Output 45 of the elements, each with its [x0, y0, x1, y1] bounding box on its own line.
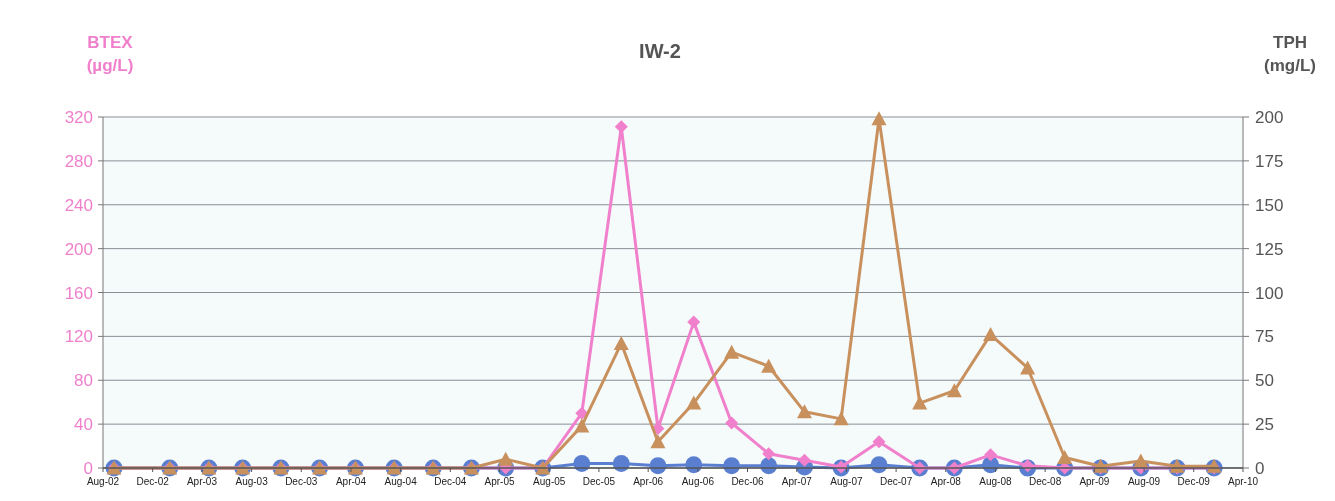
- x-tick-label: Apr-04: [335, 476, 367, 487]
- x-tick-label: Apr-03: [186, 476, 218, 487]
- y-axis-title: BTEX (µg/L): [86, 33, 134, 75]
- y-tick-label: 320: [64, 108, 93, 127]
- y-tick-label: 200: [64, 239, 93, 259]
- y2-tick-label: 125: [1255, 239, 1284, 259]
- y2-axis-title: TPH (mg/L): [1264, 33, 1316, 75]
- x-tick-label: Dec-06: [731, 476, 765, 487]
- x-tick-label: Aug-09: [1127, 476, 1161, 487]
- y2-tick-label: 75: [1255, 327, 1274, 347]
- x-tick-label: Aug-05: [533, 476, 566, 487]
- y-tick-label: 240: [64, 195, 93, 215]
- y2-tick-label: 25: [1255, 415, 1274, 435]
- x-tick-label: Dec-05: [582, 476, 616, 487]
- x-tick-label: Dec-09: [1177, 476, 1211, 487]
- x-tick-label: Dec-03: [285, 476, 318, 487]
- x-tick-label: Dec-04: [434, 476, 467, 487]
- y-tick-label: 40: [74, 415, 93, 435]
- y-tick-label: 280: [64, 151, 93, 171]
- x-tick-label: Aug-03: [235, 476, 269, 487]
- x-tick-label: Aug-06: [681, 476, 715, 487]
- x-tick-label: Aug-08: [979, 476, 1013, 487]
- x-tick-label: Dec-07: [879, 476, 913, 487]
- y2-tick-label: 100: [1255, 283, 1284, 303]
- y-tick-label: 120: [64, 327, 93, 347]
- x-tick-label: Apr-10: [1227, 476, 1259, 487]
- y2-tick-label: 150: [1255, 195, 1284, 215]
- x-tick-label: Aug-02: [86, 476, 120, 487]
- x-tick-label: Apr-08: [930, 476, 962, 487]
- x-tick-label: Apr-05: [484, 476, 515, 487]
- y2-tick-label: 200: [1255, 108, 1284, 127]
- y2-tick-label: 50: [1255, 371, 1274, 391]
- y-tick-label: 80: [74, 371, 93, 391]
- x-tick-label: Dec-02: [136, 476, 170, 487]
- x-tick-label: Apr-09: [1079, 476, 1110, 487]
- y-tick-label: 0: [83, 459, 93, 478]
- x-tick-label: Dec-08: [1029, 476, 1062, 487]
- y2-tick-label: 0: [1255, 459, 1265, 478]
- x-tick-label: Aug-04: [384, 476, 418, 487]
- y2-tick-label: 175: [1255, 151, 1284, 171]
- x-tick-label: Apr-06: [633, 476, 664, 487]
- y-tick-label: 160: [64, 283, 93, 303]
- x-tick-label: Apr-07: [781, 476, 813, 487]
- chart-title: IW-2: [639, 40, 681, 62]
- x-tick-label: Aug-07: [830, 476, 863, 487]
